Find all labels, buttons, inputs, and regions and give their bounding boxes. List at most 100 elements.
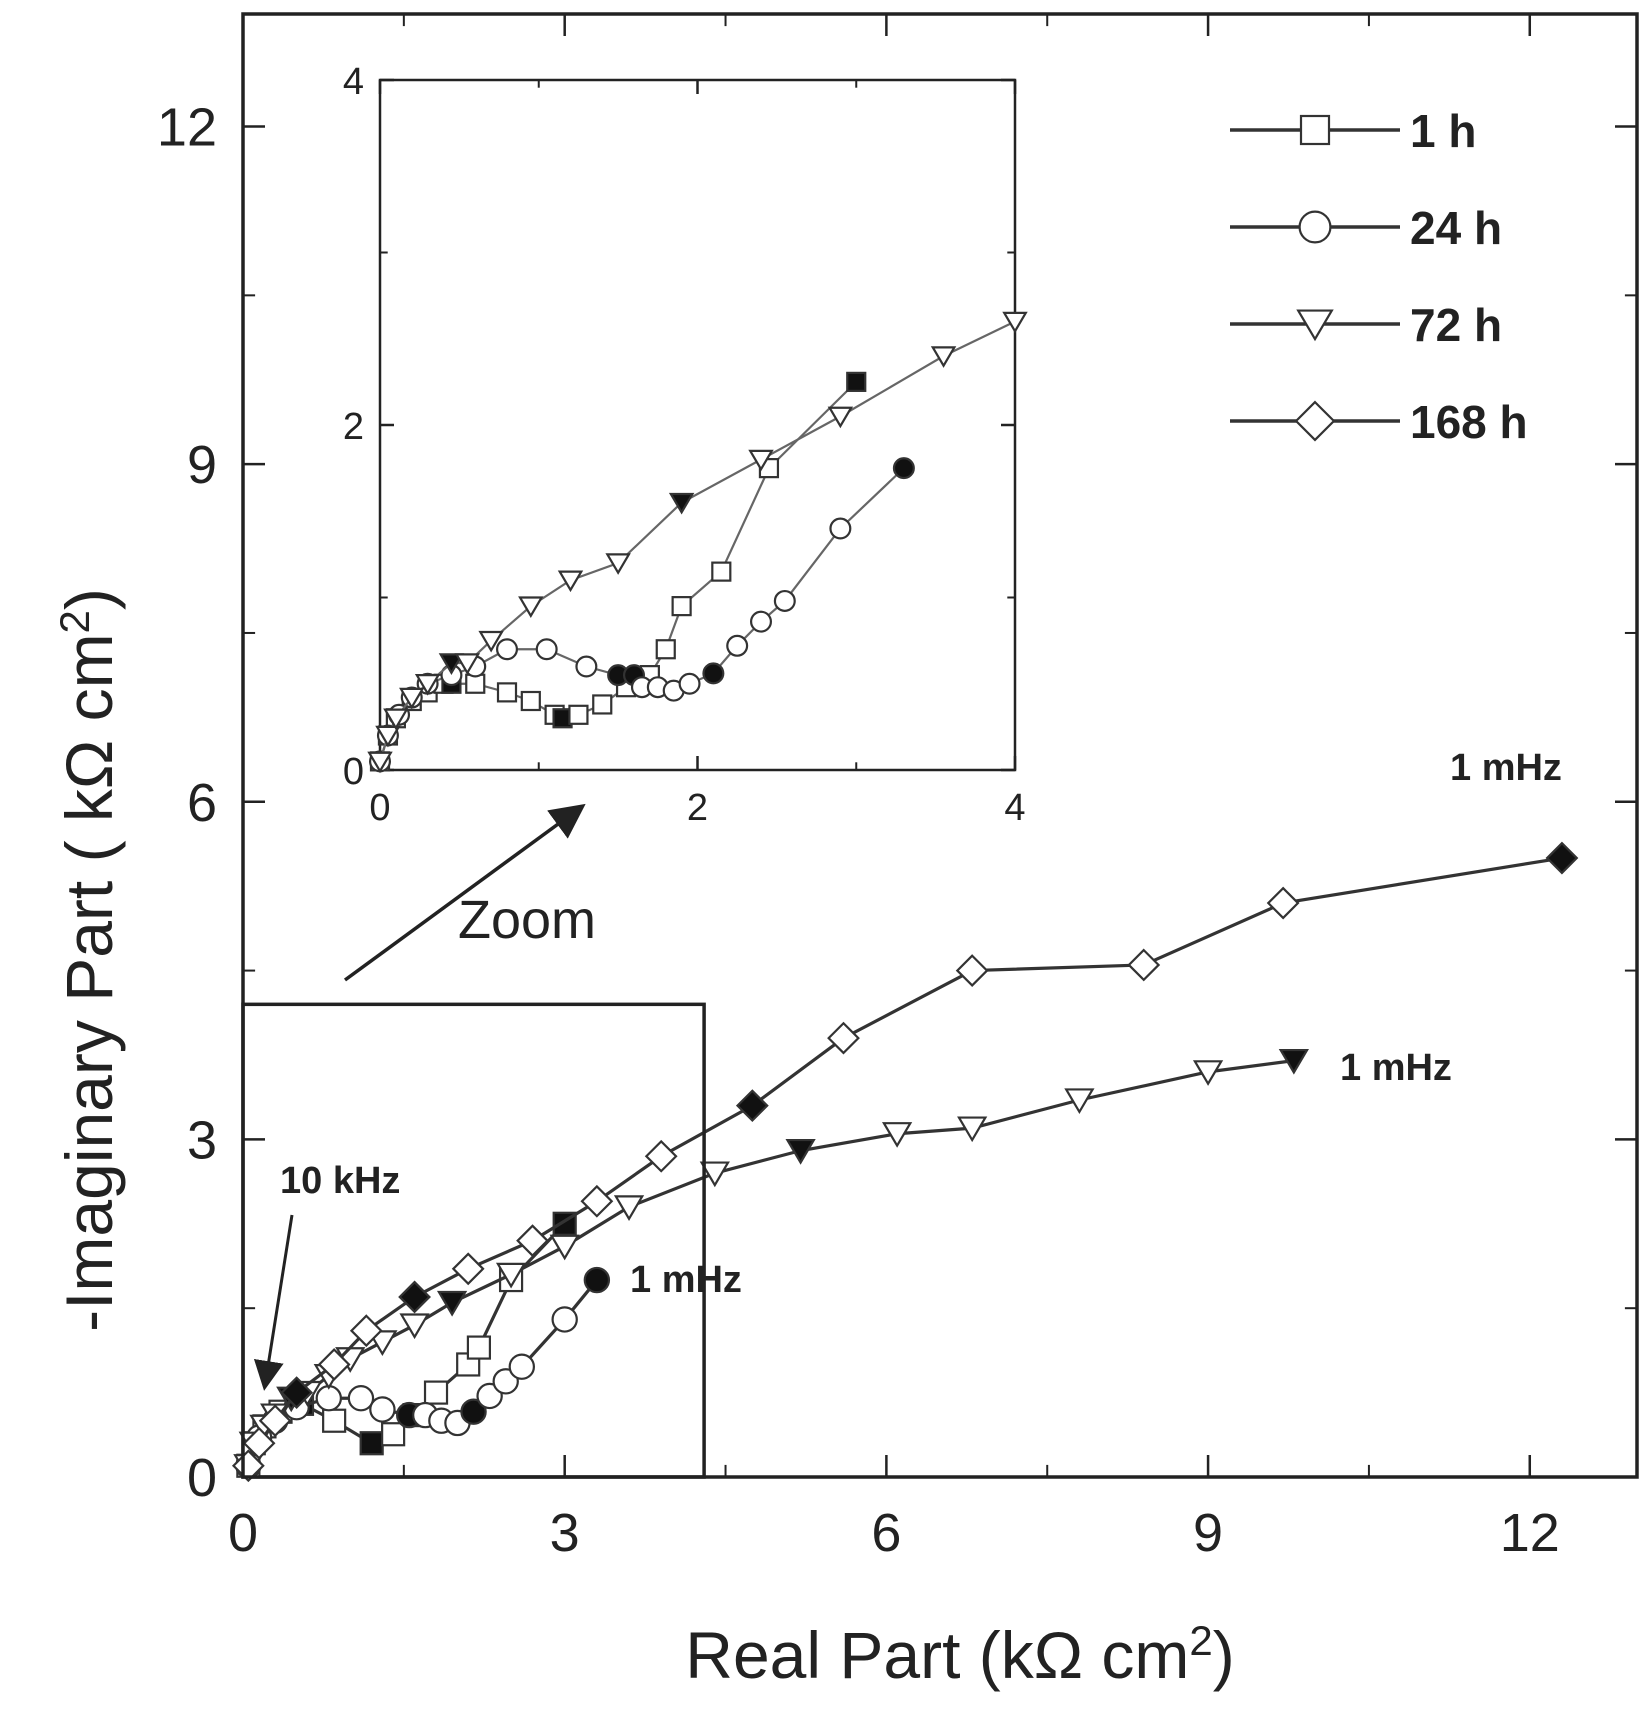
inset-point-72-h	[748, 449, 774, 472]
legend-marker-triangle-down	[1296, 309, 1334, 342]
main-point-168-h	[258, 1404, 292, 1438]
legend-label: 72 h	[1410, 299, 1502, 351]
inset-series-24-h	[369, 457, 915, 773]
inset-point-24-h	[702, 662, 725, 685]
inset-point-72-h	[605, 553, 631, 575]
main-point-24-h	[583, 1266, 611, 1294]
main-y-tick-label: 3	[187, 1110, 217, 1170]
inset-x-tick-label: 0	[369, 787, 390, 829]
inset-point-72-h	[454, 653, 481, 675]
main-point-72-h	[1278, 1048, 1309, 1075]
annotation-1-mhz-168h: 1 mHz	[1450, 747, 1562, 789]
inset-point-24-h	[773, 589, 796, 612]
main-point-168-h	[317, 1348, 351, 1381]
inset-point-72-h	[1002, 311, 1028, 334]
main-point-168-h	[451, 1252, 485, 1286]
main-point-24-h	[508, 1353, 535, 1380]
main-y-tick-label: 12	[157, 98, 217, 158]
inset-point-24-h	[749, 610, 772, 633]
inset-point-24-h	[496, 638, 519, 661]
annotation-1-mhz-24h: 1 mHz	[630, 1259, 742, 1301]
legend-item-72-h: 72 h	[1230, 299, 1502, 351]
inset-point-72-h	[668, 492, 695, 515]
inset-point-72-h	[383, 708, 409, 731]
main-y-tick-label: 9	[187, 435, 217, 495]
main-point-168-h	[827, 1021, 860, 1055]
main-x-tick-label: 3	[550, 1503, 580, 1563]
main-point-72-h	[957, 1116, 988, 1143]
main-point-1-h	[359, 1431, 384, 1456]
legend-label: 1 h	[1410, 105, 1476, 157]
main-point-72-h	[699, 1161, 730, 1188]
main-point-72-h	[613, 1195, 645, 1221]
main-point-72-h	[436, 1290, 468, 1317]
legend-marker-circle	[1298, 210, 1332, 244]
inset-point-72-h	[438, 653, 465, 675]
main-point-168-h	[1545, 841, 1579, 875]
main-point-24-h	[476, 1382, 503, 1410]
inset-point-72-h	[557, 570, 584, 593]
main-point-24-h	[551, 1306, 578, 1333]
inset-point-72-h	[930, 346, 957, 368]
legend-item-1-h: 1 h	[1230, 105, 1476, 157]
legend-marker-diamond	[1294, 400, 1336, 442]
inset-point-1-h	[592, 694, 613, 715]
main-y-tick-label: 0	[187, 1448, 217, 1508]
annotation-10-khz: 10 kHz	[280, 1160, 400, 1202]
inset-point-24-h	[726, 634, 749, 657]
main-point-1-h	[381, 1422, 406, 1447]
main-point-168-h	[516, 1224, 549, 1258]
main-point-24-h	[347, 1385, 375, 1412]
main-point-168-h	[1127, 948, 1161, 982]
inset-series-72-h	[367, 311, 1028, 774]
main-x-tick-label: 6	[871, 1503, 901, 1563]
inset-point-24-h	[678, 672, 701, 695]
main-point-72-h	[785, 1138, 816, 1165]
main-point-168-h	[955, 954, 989, 987]
inset-y-tick-label: 0	[343, 751, 364, 793]
main-point-168-h	[1266, 886, 1300, 920]
inset-point-24-h	[575, 655, 598, 678]
inset-point-72-h	[518, 596, 544, 619]
main-point-168-h	[398, 1280, 431, 1314]
inset-point-72-h	[478, 630, 504, 653]
zoom-box	[241, 1002, 706, 1479]
annotation-zoom: Zoom	[458, 890, 596, 950]
inset-point-1-h	[655, 639, 676, 660]
inset-point-72-h	[367, 751, 393, 774]
main-point-1-h	[322, 1408, 347, 1433]
inset-point-1-h	[496, 682, 518, 703]
inset-plot: 0 2 4 0 2 4	[343, 61, 1028, 829]
legend-item-24-h: 24 h	[1230, 202, 1502, 254]
inset-point-24-h	[535, 638, 558, 661]
annotation-1-mhz-72h: 1 mHz	[1340, 1047, 1452, 1089]
legend-label: 24 h	[1410, 202, 1502, 254]
inset-line-72-h	[378, 320, 1016, 762]
main-point-72-h	[1064, 1088, 1095, 1115]
inset-y-tick-label: 4	[343, 61, 364, 103]
inset-point-72-h	[827, 406, 854, 429]
main-point-72-h	[495, 1262, 527, 1289]
inset-point-1-h	[671, 596, 692, 617]
inset-point-72-h	[414, 674, 441, 696]
inset-point-1-h	[846, 371, 867, 392]
main-point-1-h	[466, 1335, 492, 1360]
inset-point-1-h	[711, 561, 732, 582]
main-point-72-h	[1192, 1060, 1224, 1086]
main-y-tick-label: 6	[187, 773, 217, 833]
main-point-72-h	[399, 1313, 430, 1340]
inset-x-tick-label: 2	[687, 787, 708, 829]
y-axis-title: -Imaginary Part ( kΩ cm2)	[51, 588, 127, 1332]
inset-point-24-h	[892, 457, 915, 480]
main-point-168-h	[644, 1139, 678, 1173]
main-point-24-h	[369, 1396, 396, 1423]
main-point-24-h	[460, 1398, 487, 1425]
main-point-168-h	[580, 1184, 614, 1218]
inset-point-24-h	[829, 517, 852, 540]
annotation-10-khz-arrow	[253, 1214, 294, 1391]
legend-label: 168 h	[1410, 396, 1528, 448]
main-x-tick-label: 9	[1193, 1503, 1223, 1563]
inset-point-1-h	[568, 704, 589, 725]
inset-y-tick-label: 2	[343, 406, 364, 448]
legend: 1 h 24 h 72 h 168 h	[1230, 105, 1528, 448]
